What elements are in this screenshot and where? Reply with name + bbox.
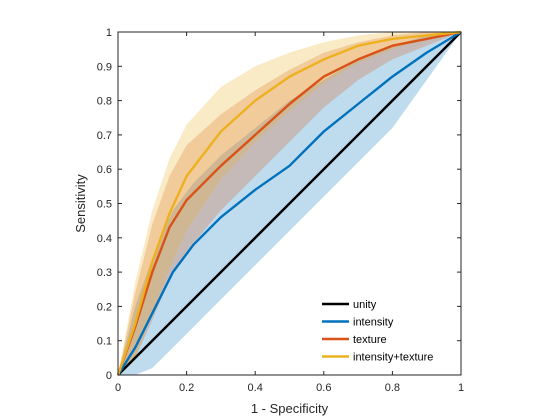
band-texture bbox=[118, 32, 461, 375]
y-tick-label: 0.8 bbox=[97, 96, 112, 108]
y-tick-label: 0.5 bbox=[97, 199, 112, 211]
y-tick-label: 0.7 bbox=[97, 130, 112, 142]
x-tick-label: 0 bbox=[115, 382, 121, 394]
x-tick-label: 0.8 bbox=[385, 382, 400, 394]
y-axis: 0 0.1 0.2 0.3 0.4 0.5 0.6 0.7 0.8 0.9 1 bbox=[97, 27, 461, 382]
line-intensity-texture bbox=[116, 30, 462, 376]
y-tick-label: 0 bbox=[106, 370, 112, 382]
legend-label: texture bbox=[353, 334, 387, 346]
x-axis: 0 0.2 0.4 0.6 0.8 1 bbox=[115, 32, 464, 394]
y-axis-label: Sensitivity bbox=[73, 174, 88, 233]
x-tick-label: 0.2 bbox=[179, 382, 194, 394]
x-tick-label: 1 bbox=[458, 382, 464, 394]
y-tick-label: 0.3 bbox=[97, 267, 112, 279]
legend-label: intensity+texture bbox=[353, 352, 433, 364]
y-tick-label: 0.4 bbox=[97, 233, 112, 245]
legend-label: unity bbox=[353, 299, 377, 311]
y-tick-label: 0.2 bbox=[97, 301, 112, 313]
legend-label: intensity bbox=[353, 317, 394, 329]
line-intensity bbox=[116, 30, 462, 376]
y-tick-label: 0.6 bbox=[97, 164, 112, 176]
band-intensity-texture bbox=[118, 32, 461, 375]
x-axis-label: 1 - Specificity bbox=[251, 401, 329, 416]
line-unity bbox=[117, 31, 462, 376]
x-tick-label: 0.4 bbox=[248, 382, 263, 394]
y-tick-label: 0.9 bbox=[97, 61, 112, 73]
y-tick-label: 0.1 bbox=[97, 336, 112, 348]
legend: unity intensity texture intensity+texture bbox=[317, 294, 457, 368]
series-lines bbox=[116, 30, 462, 376]
x-tick-label: 0.6 bbox=[316, 382, 331, 394]
y-tick-label: 1 bbox=[106, 27, 112, 39]
line-texture bbox=[116, 30, 462, 376]
